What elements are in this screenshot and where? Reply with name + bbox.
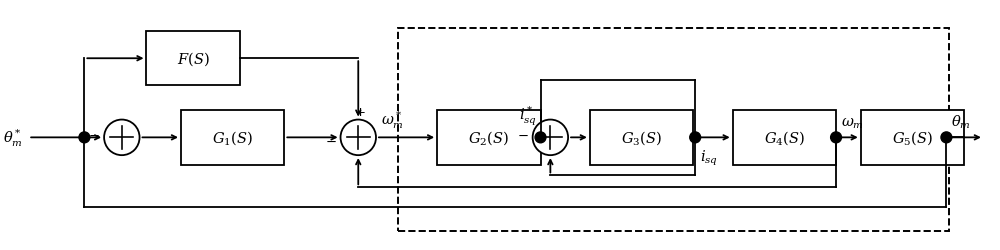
Text: $\theta_m$: $\theta_m$	[951, 114, 971, 131]
Text: $i_{sq}^*$: $i_{sq}^*$	[519, 105, 537, 128]
Circle shape	[690, 132, 701, 143]
Text: $-$: $-$	[325, 134, 337, 147]
Text: $G_1(S)$: $G_1(S)$	[212, 129, 253, 147]
Circle shape	[533, 120, 568, 156]
Text: $\omega_m$: $\omega_m$	[841, 116, 864, 131]
Bar	[181, 111, 284, 165]
Circle shape	[79, 132, 90, 143]
Text: $F(S)$: $F(S)$	[177, 50, 210, 68]
Circle shape	[341, 120, 376, 156]
Text: $\omega_m^*$: $\omega_m^*$	[381, 110, 404, 131]
Circle shape	[941, 132, 952, 143]
Text: $-$: $-$	[88, 128, 100, 141]
Circle shape	[535, 132, 546, 143]
Text: $+$: $+$	[354, 105, 366, 118]
Text: $i_{sq}$: $i_{sq}$	[700, 148, 718, 167]
Bar	[437, 111, 541, 165]
Bar	[146, 32, 240, 86]
Text: $\theta_m^*$: $\theta_m^*$	[3, 127, 23, 148]
Bar	[861, 111, 964, 165]
Bar	[590, 111, 693, 165]
Text: $G_4(S)$: $G_4(S)$	[764, 129, 805, 147]
Text: $-$: $-$	[517, 128, 529, 141]
Text: $G_5(S)$: $G_5(S)$	[892, 129, 933, 147]
Bar	[398, 29, 949, 231]
Circle shape	[104, 120, 140, 156]
Text: $G_3(S)$: $G_3(S)$	[621, 129, 662, 147]
Circle shape	[831, 132, 841, 143]
Bar	[733, 111, 836, 165]
Text: $G_2(S)$: $G_2(S)$	[468, 129, 509, 147]
